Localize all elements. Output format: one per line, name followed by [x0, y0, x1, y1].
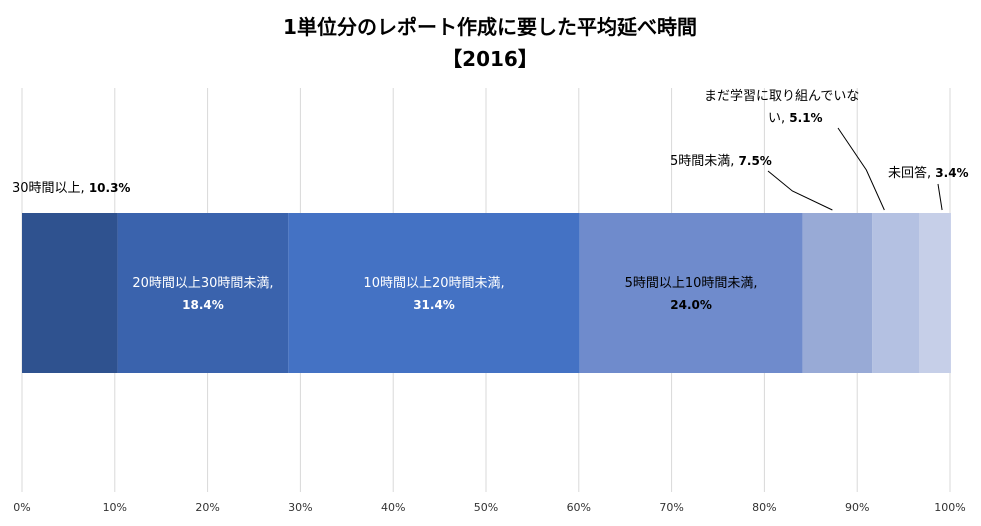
leader-line [837, 127, 885, 211]
segment-label: い, 5.1% [768, 111, 823, 126]
segment-name: 5時間未満 [670, 154, 730, 169]
segment-labels: 30時間以上, 10.3% 20時間以上30時間未満, 18.4% 10時間以上20時… [12, 88, 969, 312]
segment-value: 31.4% [413, 298, 455, 312]
segment-name: い [768, 111, 781, 126]
segment-label: 未回答, 3.4% [888, 165, 969, 181]
segment-value: 18.4% [182, 298, 224, 312]
bar-segments [22, 213, 951, 373]
x-tick-label: 100% [934, 501, 965, 514]
x-tick-label: 80% [752, 501, 776, 514]
x-tick-label: 20% [195, 501, 219, 514]
segment-name: 30時間以上 [12, 181, 81, 196]
segment-label: 30時間以上, 10.3% [12, 181, 130, 196]
x-tick-label: 70% [659, 501, 683, 514]
leader-line [937, 183, 943, 211]
segment-label: 5時間未満, 7.5% [670, 154, 772, 169]
chart-title: 1単位分のレポート作成に要した平均延べ時間 [283, 15, 697, 39]
segment-name: 未回答 [888, 165, 927, 181]
segment-value: 10.3% [89, 181, 131, 195]
x-tick-label: 90% [845, 501, 869, 514]
x-tick-label: 60% [567, 501, 591, 514]
segment-name: 10時間以上20時間未満, [363, 276, 504, 291]
leader-line [767, 170, 833, 211]
bar-segment [22, 213, 118, 373]
leader-lines [767, 127, 943, 211]
x-tick-label: 40% [381, 501, 405, 514]
segment-value: 3.4% [935, 166, 968, 180]
x-tick-label: 50% [474, 501, 498, 514]
bar-segment [579, 213, 803, 373]
segment-name: 20時間以上30時間未満, [132, 276, 273, 291]
bar-segment [872, 213, 920, 373]
chart-subtitle: 【2016】 [442, 47, 538, 71]
segment-value: 7.5% [739, 154, 772, 168]
segment-name: 5時間以上10時間未満, [625, 276, 758, 291]
bar-segment [919, 213, 951, 373]
bar-segment [802, 213, 873, 373]
x-tick-label: 30% [288, 501, 312, 514]
bar-segment [117, 213, 289, 373]
segment-value: 5.1% [789, 111, 822, 125]
x-axis-ticks: 0% 10% 20% 30% 40% 50% 60% 70% 80% 90% 100% [13, 501, 965, 514]
segment-value: 24.0% [670, 298, 712, 312]
x-tick-label: 10% [103, 501, 127, 514]
x-tick-label: 0% [13, 501, 30, 514]
segment-name: まだ学習に取り組んでいな [704, 88, 859, 104]
bar-segment [288, 213, 580, 373]
